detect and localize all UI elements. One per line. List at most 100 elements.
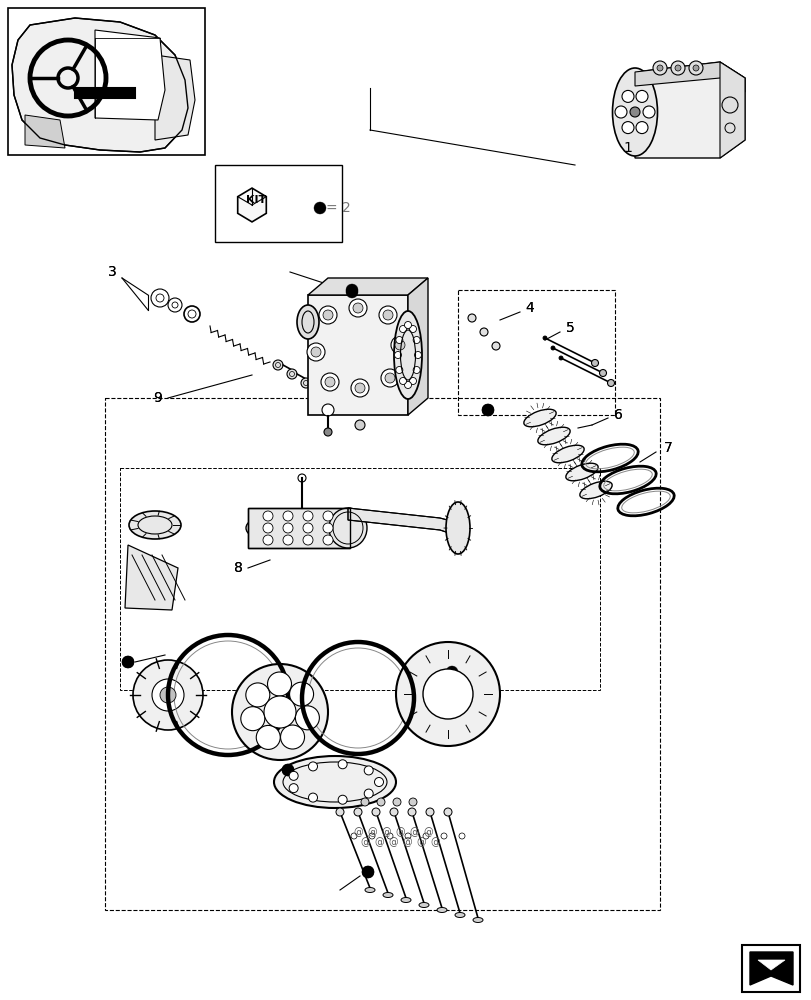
Circle shape [371, 808, 380, 816]
Text: @: @ [416, 837, 425, 847]
Circle shape [652, 61, 666, 75]
Circle shape [621, 90, 633, 102]
Circle shape [413, 336, 419, 344]
Ellipse shape [445, 502, 470, 554]
Circle shape [409, 798, 417, 806]
Circle shape [323, 523, 333, 533]
Circle shape [295, 706, 319, 730]
Text: 8: 8 [234, 561, 242, 575]
Ellipse shape [401, 898, 410, 902]
Circle shape [399, 326, 406, 333]
Polygon shape [407, 278, 427, 415]
Circle shape [413, 366, 419, 373]
Circle shape [263, 535, 272, 545]
Circle shape [283, 535, 293, 545]
Text: = 2: = 2 [325, 201, 350, 215]
Text: @: @ [353, 827, 363, 837]
Circle shape [590, 360, 598, 366]
Circle shape [409, 377, 416, 384]
Text: 3: 3 [108, 265, 116, 279]
Circle shape [674, 65, 680, 71]
Circle shape [692, 65, 698, 71]
Text: 5: 5 [565, 321, 573, 335]
Circle shape [482, 404, 493, 416]
Circle shape [656, 65, 663, 71]
Circle shape [362, 866, 374, 878]
Circle shape [303, 523, 312, 533]
Ellipse shape [537, 427, 569, 445]
Circle shape [364, 766, 373, 775]
Text: @: @ [430, 837, 440, 847]
Circle shape [689, 61, 702, 75]
Circle shape [349, 299, 367, 317]
Circle shape [409, 326, 416, 333]
Circle shape [635, 122, 647, 134]
Circle shape [336, 808, 344, 816]
Ellipse shape [523, 409, 556, 427]
Polygon shape [307, 295, 407, 415]
Polygon shape [155, 55, 195, 140]
Circle shape [364, 789, 373, 798]
Circle shape [122, 656, 134, 668]
Circle shape [133, 660, 203, 730]
Text: 7: 7 [663, 441, 672, 455]
Text: @: @ [401, 837, 411, 847]
Circle shape [354, 383, 365, 393]
Circle shape [281, 764, 294, 776]
Circle shape [391, 336, 409, 354]
Circle shape [289, 784, 298, 793]
Ellipse shape [273, 756, 396, 808]
Circle shape [353, 303, 363, 313]
Circle shape [558, 356, 562, 360]
Circle shape [337, 795, 347, 804]
Circle shape [308, 793, 317, 802]
Text: 8: 8 [234, 561, 242, 575]
Circle shape [152, 679, 184, 711]
Circle shape [303, 511, 312, 521]
Ellipse shape [473, 917, 483, 922]
Circle shape [423, 669, 473, 719]
Polygon shape [125, 545, 178, 610]
Polygon shape [348, 508, 454, 535]
Circle shape [407, 808, 415, 816]
Circle shape [280, 725, 304, 749]
Circle shape [614, 106, 626, 118]
Circle shape [232, 664, 328, 760]
Ellipse shape [393, 311, 422, 399]
Polygon shape [307, 278, 427, 295]
Circle shape [290, 682, 313, 706]
Circle shape [350, 379, 368, 397]
Circle shape [320, 373, 338, 391]
Text: @: @ [360, 797, 369, 806]
Polygon shape [12, 18, 188, 152]
Circle shape [399, 377, 406, 384]
Circle shape [264, 696, 296, 728]
Text: @: @ [388, 837, 397, 847]
Text: 5: 5 [565, 321, 573, 335]
Circle shape [241, 707, 264, 731]
Circle shape [444, 808, 452, 816]
Ellipse shape [611, 68, 657, 156]
Circle shape [642, 106, 654, 118]
Ellipse shape [246, 517, 284, 539]
Text: 3: 3 [108, 265, 116, 279]
Text: 7: 7 [663, 441, 672, 455]
Circle shape [376, 798, 384, 806]
Circle shape [635, 90, 647, 102]
Polygon shape [95, 30, 165, 120]
Text: @: @ [360, 837, 369, 847]
Circle shape [311, 347, 320, 357]
Ellipse shape [565, 463, 598, 481]
Circle shape [286, 369, 297, 379]
Circle shape [323, 310, 333, 320]
Circle shape [389, 808, 397, 816]
Circle shape [395, 336, 402, 344]
Text: 4: 4 [525, 301, 534, 315]
Circle shape [426, 808, 433, 816]
Circle shape [323, 511, 333, 521]
Ellipse shape [297, 305, 319, 339]
Circle shape [314, 202, 325, 214]
Polygon shape [757, 960, 784, 970]
Circle shape [482, 404, 493, 416]
Circle shape [283, 511, 293, 521]
